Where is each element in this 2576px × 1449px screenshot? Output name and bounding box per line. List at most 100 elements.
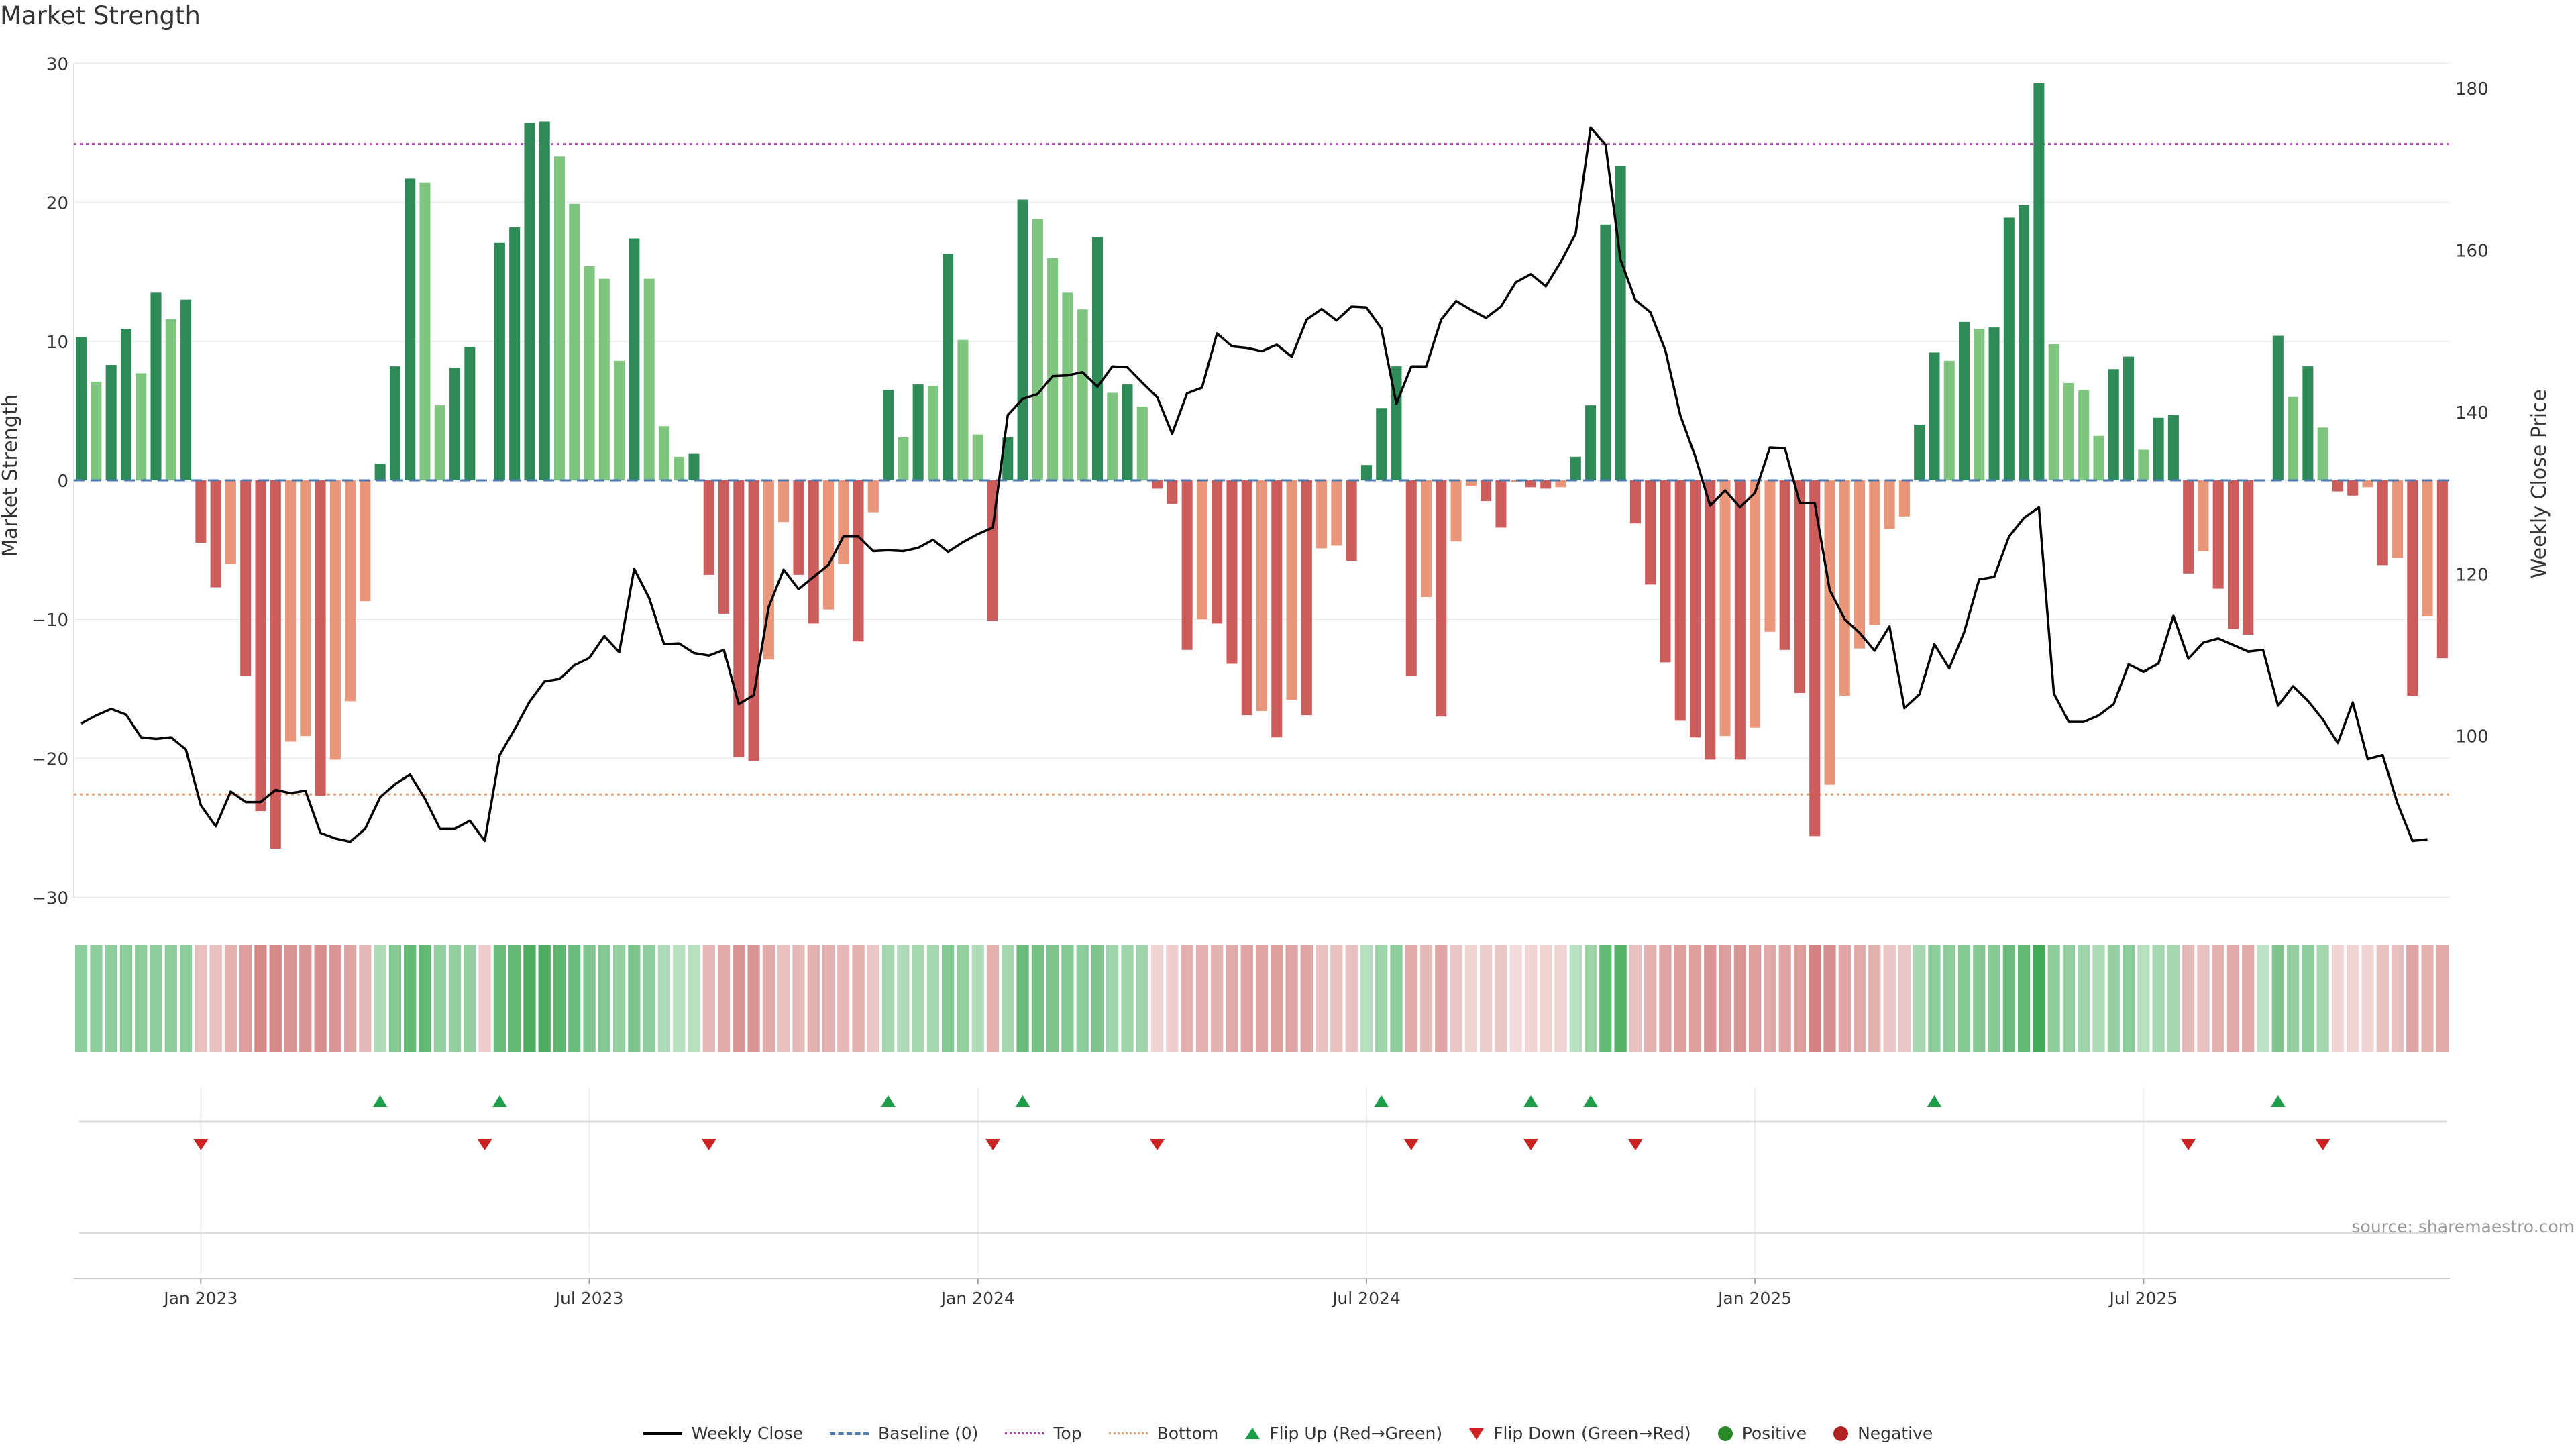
heat-cell [1764, 945, 1776, 1052]
strength-bar [1062, 292, 1073, 480]
strength-bar [674, 456, 685, 480]
strength-bar [1450, 480, 1462, 542]
heat-cell [897, 945, 910, 1052]
heat-cell [1957, 945, 1971, 1052]
heat-cell [1076, 945, 1089, 1052]
flip-down-marker [193, 1139, 209, 1150]
x-tick-label: Jan 2024 [940, 1289, 1015, 1308]
strength-bar [1376, 408, 1387, 480]
strength-bar [2003, 217, 2015, 480]
flip-down-marker [2315, 1139, 2330, 1150]
weekly-close-line [80, 126, 2428, 843]
heat-cell [1360, 945, 1373, 1052]
heat-cell [508, 945, 521, 1052]
heat-cell [673, 945, 686, 1052]
heat-cell [2107, 945, 2120, 1052]
strength-bar [2436, 480, 2448, 659]
strength-bar [1331, 480, 1342, 546]
heat-cell [2047, 945, 2060, 1052]
strength-bar [1869, 480, 1880, 625]
flip-up-marker [492, 1095, 507, 1107]
strength-bar [1122, 384, 1133, 480]
heat-cell [433, 945, 446, 1052]
strength-bar [1974, 329, 1985, 480]
heat-cell [2167, 945, 2180, 1052]
heat-cell [374, 945, 386, 1052]
strength-bar [1360, 465, 1372, 480]
flip-up-marker [1374, 1095, 1389, 1107]
y-tick-label: −10 [32, 610, 68, 631]
heat-cell [1226, 945, 1238, 1052]
strength-bar [1824, 480, 1835, 785]
strength-bar [494, 242, 505, 480]
strength-bar [329, 480, 341, 760]
heat-cell [90, 945, 103, 1052]
heat-cell [628, 945, 641, 1052]
strength-bar [733, 480, 745, 757]
strength-bar [2288, 396, 2299, 480]
heat-cell [717, 945, 731, 1052]
heat-cell [1748, 945, 1762, 1052]
heat-cell [612, 945, 626, 1052]
heat-cell [553, 945, 566, 1052]
heat-cell [2212, 945, 2224, 1052]
strength-bar [2407, 480, 2418, 696]
heat-cell [1823, 945, 1836, 1052]
strength-bar [1585, 405, 1597, 480]
strength-bar [1705, 480, 1716, 760]
heat-cell [1419, 945, 1433, 1052]
heat-cell [1195, 945, 1209, 1052]
strength-bar [1495, 480, 1507, 528]
heat-cell [1240, 945, 1253, 1052]
flip-up-marker [1523, 1095, 1538, 1107]
strength-bar [2153, 417, 2164, 480]
heat-cell [1629, 945, 1642, 1052]
strength-bar [1271, 480, 1283, 738]
strength-bar [509, 227, 521, 480]
heat-cell [2257, 945, 2269, 1052]
heat-cell [1838, 945, 1851, 1052]
flip-up-marker [2270, 1095, 2286, 1107]
strength-bar [1629, 480, 1641, 524]
heat-cell [867, 945, 879, 1052]
strength-bar [1405, 480, 1417, 677]
heat-cell [2406, 945, 2419, 1052]
strength-bar [1540, 480, 1552, 489]
heat-cell [1584, 945, 1597, 1052]
strength-bar [1421, 480, 1432, 598]
strength-bar [539, 121, 550, 480]
heat-cell [881, 945, 895, 1052]
heat-cell [792, 945, 805, 1052]
strength-bar [1481, 480, 1492, 502]
heat-cell [688, 945, 700, 1052]
y-tick-label: 10 [46, 333, 68, 353]
heat-cell [478, 945, 491, 1052]
strength-bar [195, 480, 207, 543]
legend-label: Flip Up (Red→Green) [1269, 1424, 1443, 1443]
strength-bar [210, 480, 221, 588]
y2-tick-label: 100 [2455, 727, 2489, 747]
strength-bar [943, 254, 954, 480]
strength-bar [315, 480, 326, 796]
heat-cell [1554, 945, 1567, 1052]
strength-bar [1660, 480, 1671, 663]
heat-cell [2316, 945, 2329, 1052]
heat-cell [822, 945, 835, 1052]
strength-bar [300, 480, 311, 737]
heat-cell [1106, 945, 1119, 1052]
legend-label: Flip Down (Green→Red) [1493, 1424, 1691, 1443]
strength-bar [1525, 480, 1537, 488]
heat-cell [1330, 945, 1343, 1052]
strength-bar [2227, 480, 2239, 629]
strength-bar [405, 178, 416, 480]
strength-bar [2123, 356, 2135, 480]
heat-cell [837, 945, 850, 1052]
legend-item: Weekly Close [643, 1424, 803, 1443]
strength-bar [1809, 480, 1821, 837]
strength-bar [688, 453, 700, 480]
heat-cell [1016, 945, 1029, 1052]
strength-bar [2362, 480, 2373, 488]
heat-cell [2286, 945, 2300, 1052]
heat-cell [419, 945, 431, 1052]
